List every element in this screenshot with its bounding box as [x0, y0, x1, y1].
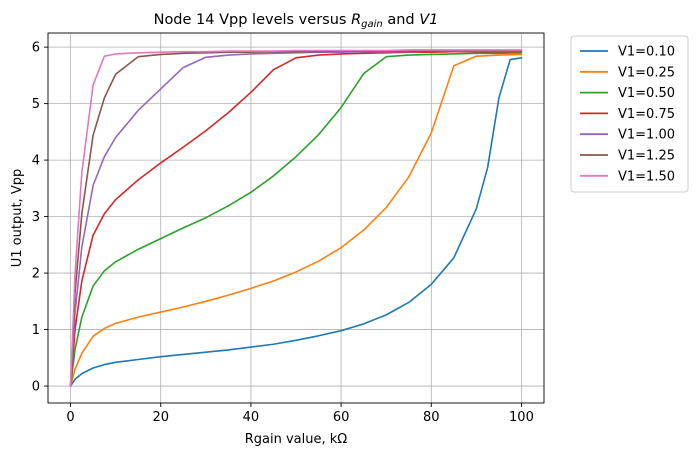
y-tick-label: 4	[32, 154, 40, 169]
series-line	[69, 57, 523, 387]
y-tick-label: 5	[32, 97, 40, 112]
legend-label: V1=1.00	[618, 128, 675, 143]
x-tick-label: 80	[423, 410, 440, 425]
series-line	[69, 49, 523, 387]
plot-area-frame	[47, 32, 545, 404]
legend: V1=0.10 V1=0.25 V1=0.50 V1=0.75 V1=1.00 V1=1.…	[570, 35, 689, 193]
legend-label: V1=1.50	[618, 169, 675, 184]
y-tick-label: 0	[32, 380, 40, 395]
legend-label: V1=1.25	[618, 149, 675, 164]
x-tick-label: 20	[152, 410, 169, 425]
legend-label: V1=0.75	[618, 107, 675, 122]
x-tick-label: 40	[243, 410, 260, 425]
series-line	[69, 49, 523, 387]
y-axis-ticks: 0 1 2 3 4 5 6	[32, 41, 48, 395]
series-line	[69, 50, 523, 387]
x-tick-label: 0	[66, 410, 74, 425]
grid	[48, 33, 544, 403]
x-tick-label: 60	[333, 410, 350, 425]
y-tick-label: 3	[32, 210, 40, 225]
legend-box	[570, 35, 689, 193]
y-tick-label: 6	[32, 41, 40, 56]
legend-label: V1=0.25	[618, 65, 675, 80]
x-axis-label: Rgain value, kΩ	[245, 432, 348, 447]
series-line	[69, 51, 523, 387]
legend-label: V1=0.10	[618, 45, 675, 60]
series-line	[69, 53, 523, 387]
chart-title: Node 14 Vpp levels versus Rgain and V1	[154, 12, 439, 30]
legend-label: V1=0.50	[618, 86, 675, 101]
series-line	[69, 50, 523, 387]
series-layer	[69, 49, 523, 387]
y-tick-label: 2	[32, 267, 40, 282]
y-axis-label: U1 output, Vpp	[10, 169, 25, 267]
x-axis-ticks: 0 20 40 60 80 100	[66, 403, 534, 425]
y-tick-label: 1	[32, 323, 40, 338]
x-tick-label: 100	[509, 410, 534, 425]
